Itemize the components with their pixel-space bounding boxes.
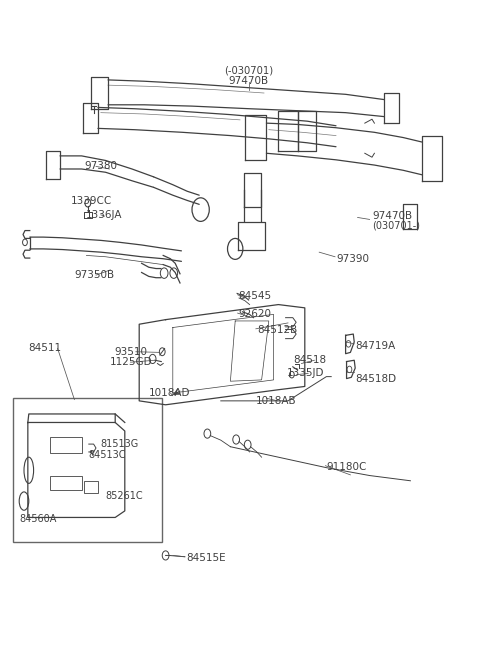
Text: 97350B: 97350B bbox=[74, 270, 115, 280]
Text: 92620: 92620 bbox=[239, 309, 272, 320]
Text: (-030701): (-030701) bbox=[224, 66, 273, 76]
Text: 84518D: 84518D bbox=[355, 373, 396, 384]
Bar bbox=[13, 398, 162, 542]
Bar bbox=[50, 437, 82, 453]
Text: 84518: 84518 bbox=[293, 355, 326, 365]
Text: 93510: 93510 bbox=[114, 346, 147, 357]
Text: 91180C: 91180C bbox=[326, 462, 367, 472]
Text: 97470B: 97470B bbox=[372, 211, 412, 221]
Bar bbox=[50, 476, 82, 490]
Text: 85261C: 85261C bbox=[106, 491, 143, 501]
Bar bbox=[84, 481, 98, 493]
Text: 84511: 84511 bbox=[28, 343, 61, 354]
Text: (030701-): (030701-) bbox=[372, 221, 420, 231]
Text: 1339CC: 1339CC bbox=[71, 196, 112, 206]
Text: 1018AB: 1018AB bbox=[256, 396, 297, 406]
Text: 84512B: 84512B bbox=[257, 325, 297, 335]
Text: 81513G: 81513G bbox=[101, 439, 139, 449]
Text: 1018AD: 1018AD bbox=[149, 388, 190, 398]
Text: 1125GD: 1125GD bbox=[109, 357, 152, 367]
Text: 84545: 84545 bbox=[239, 291, 272, 301]
Text: 97470B: 97470B bbox=[228, 75, 269, 86]
Text: 84515E: 84515E bbox=[186, 553, 226, 563]
Text: 1336JA: 1336JA bbox=[85, 210, 122, 220]
Text: 1335JD: 1335JD bbox=[287, 368, 324, 379]
Text: 84560A: 84560A bbox=[19, 514, 57, 524]
Text: 84513C: 84513C bbox=[89, 450, 126, 460]
Text: 97390: 97390 bbox=[336, 253, 369, 264]
Text: 97380: 97380 bbox=[84, 161, 117, 172]
Text: 84719A: 84719A bbox=[355, 341, 396, 351]
